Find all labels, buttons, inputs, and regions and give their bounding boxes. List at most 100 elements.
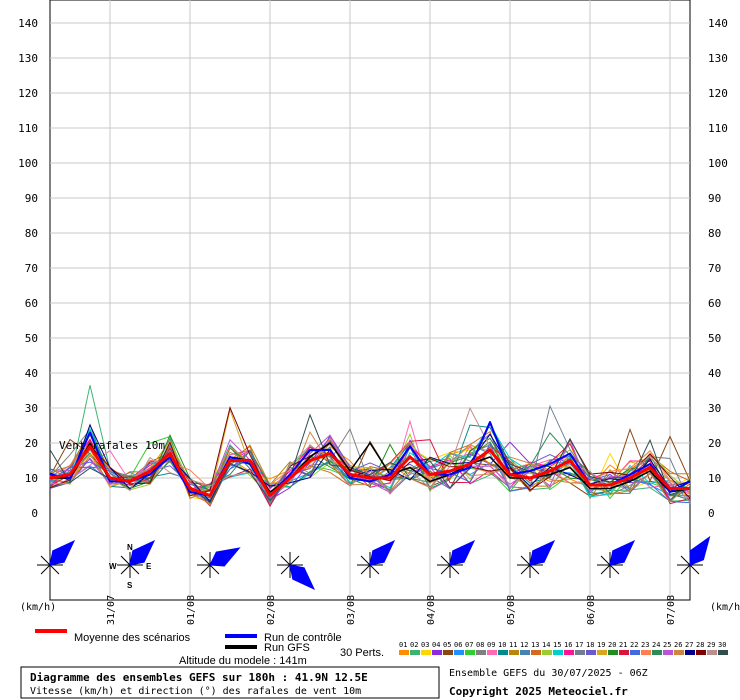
member-number: 14	[542, 641, 550, 649]
y-tick-label-right: 110	[708, 122, 728, 135]
member-swatch	[465, 650, 475, 655]
y-tick-label-left: 90	[25, 192, 38, 205]
member-number: 10	[498, 641, 506, 649]
x-date-label: 04/08	[426, 595, 437, 625]
y-tick-label-left: 110	[18, 122, 38, 135]
copyright: Copyright 2025 Meteociel.fr	[449, 685, 628, 698]
y-tick-label-right: 60	[708, 297, 721, 310]
run-info: Ensemble GEFS du 30/07/2025 - 06Z	[449, 668, 648, 679]
y-tick-label-right: 30	[708, 402, 721, 415]
member-number: 11	[509, 641, 517, 649]
x-date-label: 01/08	[186, 595, 197, 625]
member-number: 23	[641, 641, 649, 649]
member-swatch	[641, 650, 651, 655]
legend: Moyenne des scénarios Run de contrôle Ru…	[35, 629, 728, 659]
member-swatch	[564, 650, 574, 655]
wind-direction-row: N S E W	[37, 535, 711, 591]
member-swatch	[509, 650, 519, 655]
member-number: 29	[707, 641, 715, 649]
y-tick-label-right: 70	[708, 262, 721, 275]
member-number: 03	[421, 641, 429, 649]
y-tick-label-left: 140	[18, 17, 38, 30]
wind-direction-marker	[517, 539, 556, 578]
y-tick-label-right: 10	[708, 472, 721, 485]
member-swatch	[674, 650, 684, 655]
y-tick-label-right: 50	[708, 332, 721, 345]
member-number: 25	[663, 641, 671, 649]
y-tick-label-left: 50	[25, 332, 38, 345]
member-swatch	[597, 650, 607, 655]
member-swatch	[575, 650, 585, 655]
member-number: 15	[553, 641, 561, 649]
model-altitude: Altitude du modele : 141m	[179, 655, 307, 667]
member-number: 01	[399, 641, 407, 649]
member-number: 09	[487, 641, 495, 649]
member-swatch	[443, 650, 453, 655]
wind-arrow-icon	[49, 539, 76, 566]
compass-letter-e: E	[146, 562, 152, 571]
member-swatch	[663, 650, 673, 655]
member-swatch	[410, 650, 420, 655]
member-number: 02	[410, 641, 418, 649]
member-color-legend: 01 02 03 04 05 06 07 08 09 10 11 12 13 14 15 16 17 18 19 20…	[399, 641, 728, 655]
y-tick-label-right: 100	[708, 157, 728, 170]
plot-frame	[49, 0, 691, 601]
member-swatch	[476, 650, 486, 655]
member-number: 05	[443, 641, 451, 649]
member-number: 30	[718, 641, 726, 649]
chart-grid	[49, 0, 691, 601]
wind-arrow-icon	[689, 535, 711, 566]
legend-gfs-swatch	[225, 645, 257, 649]
wind-direction-marker	[597, 539, 636, 578]
member-swatch	[487, 650, 497, 655]
main-series-lines	[49, 421, 691, 497]
legend-perts-label: 30 Perts.	[340, 647, 384, 659]
y-tick-label-left: 100	[18, 157, 38, 170]
y-tick-label-right: 120	[708, 87, 728, 100]
member-number: 24	[652, 641, 660, 649]
legend-mean-label: Moyenne des scénarios	[74, 632, 191, 644]
wind-arrow-icon	[129, 539, 156, 566]
y-tick-label-left: 120	[18, 87, 38, 100]
series-label: Vent rafales 10m	[59, 439, 165, 452]
wind-arrow-icon	[209, 547, 241, 567]
y-tick-label-right: 20	[708, 437, 721, 450]
y-tick-label-right: 0	[708, 507, 715, 520]
member-number: 16	[564, 641, 572, 649]
member-number: 28	[696, 641, 704, 649]
member-swatch	[619, 650, 629, 655]
y-tick-label-right: 40	[708, 367, 721, 380]
y-tick-label-left: 60	[25, 297, 38, 310]
member-number: 20	[608, 641, 616, 649]
member-number: 17	[575, 641, 583, 649]
member-swatch	[399, 650, 409, 655]
legend-control-label: Run de contrôle	[264, 632, 342, 644]
wind-arrow-icon	[369, 539, 396, 566]
y-tick-label-left: 20	[25, 437, 38, 450]
member-swatch	[454, 650, 464, 655]
x-date-label: 05/08	[506, 595, 517, 625]
member-number: 21	[619, 641, 627, 649]
mean-line	[49, 445, 690, 497]
ensemble-member-line	[49, 407, 691, 503]
member-swatch	[553, 650, 563, 655]
ensemble-member-line	[49, 430, 691, 503]
member-number: 12	[520, 641, 528, 649]
member-number: 04	[432, 641, 440, 649]
wind-direction-marker	[37, 539, 76, 578]
y-tick-label-left: 30	[25, 402, 38, 415]
wind-direction-marker	[277, 552, 316, 591]
y-tick-label-right: 90	[708, 192, 721, 205]
x-date-label: 02/08	[266, 595, 277, 625]
member-number: 18	[586, 641, 594, 649]
wind-arrow-icon	[529, 539, 556, 566]
wind-direction-marker: N S E W	[109, 539, 156, 590]
wind-arrow-icon	[289, 564, 316, 591]
member-number: 08	[476, 641, 484, 649]
member-swatch	[498, 650, 508, 655]
y-tick-label-left: 80	[25, 227, 38, 240]
y-unit-right: (km/h)	[710, 602, 740, 613]
member-number: 06	[454, 641, 462, 649]
wind-arrow-icon	[449, 539, 476, 566]
